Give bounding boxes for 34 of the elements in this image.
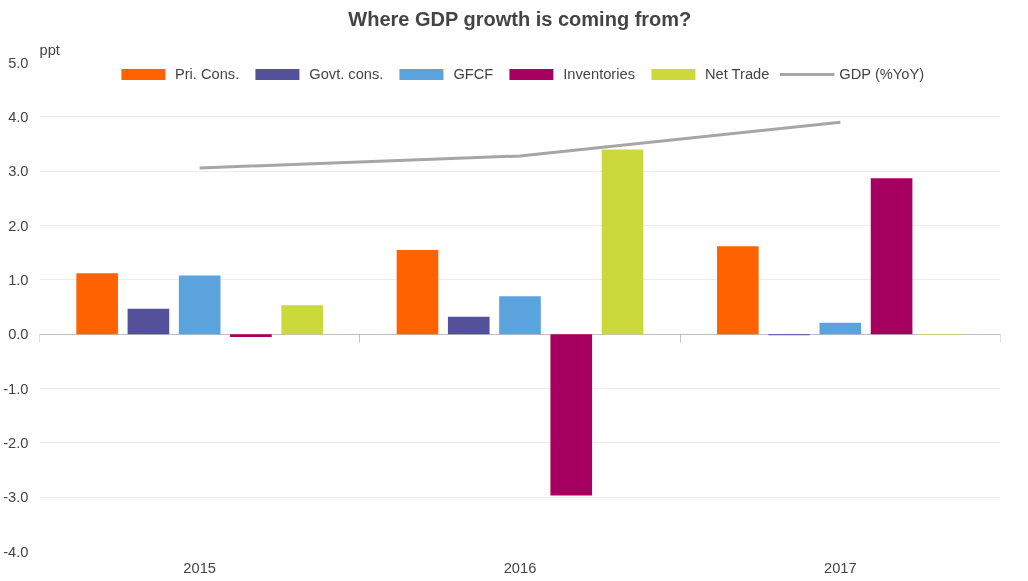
legend-label: Inventories (563, 66, 635, 82)
x-tick-label: 2016 (503, 559, 537, 576)
bar (499, 296, 541, 335)
bar (601, 149, 644, 335)
x-tick-label: 2015 (183, 559, 216, 576)
y-tick-label: 3.0 (8, 163, 29, 180)
y-tick-label: -4.0 (3, 543, 29, 560)
y-tick-label: -2.0 (3, 434, 29, 451)
y-tick-label: 2.0 (8, 217, 29, 234)
bar (870, 178, 913, 335)
legend-label: Pri. Cons. (174, 66, 240, 82)
legend-label: Govt. cons. (309, 66, 384, 82)
y-tick-label: 5.0 (8, 54, 29, 71)
x-tick-label: 2017 (824, 559, 857, 576)
legend-label: GFCF (453, 66, 494, 82)
bar (230, 334, 272, 337)
y-tick-label: 4.0 (8, 108, 29, 125)
bar (178, 275, 221, 335)
y-tick-label: -1.0 (3, 380, 29, 397)
bar (396, 249, 439, 335)
bar (717, 246, 759, 335)
y-tick-label: 1.0 (8, 271, 29, 288)
y-tick-label: -3.0 (3, 489, 29, 506)
bar (819, 322, 862, 335)
y-tick-label: 0.0 (8, 326, 29, 343)
bar (447, 316, 490, 335)
y-axis-title: ppt (39, 41, 60, 58)
chart-title: Where GDP growth is coming from? (348, 7, 692, 30)
legend-label: Net Trade (705, 66, 770, 82)
bar (76, 273, 118, 335)
bar (127, 308, 170, 335)
bar (550, 334, 593, 496)
bar (281, 305, 323, 335)
legend-label: GDP (%YoY) (839, 66, 925, 82)
